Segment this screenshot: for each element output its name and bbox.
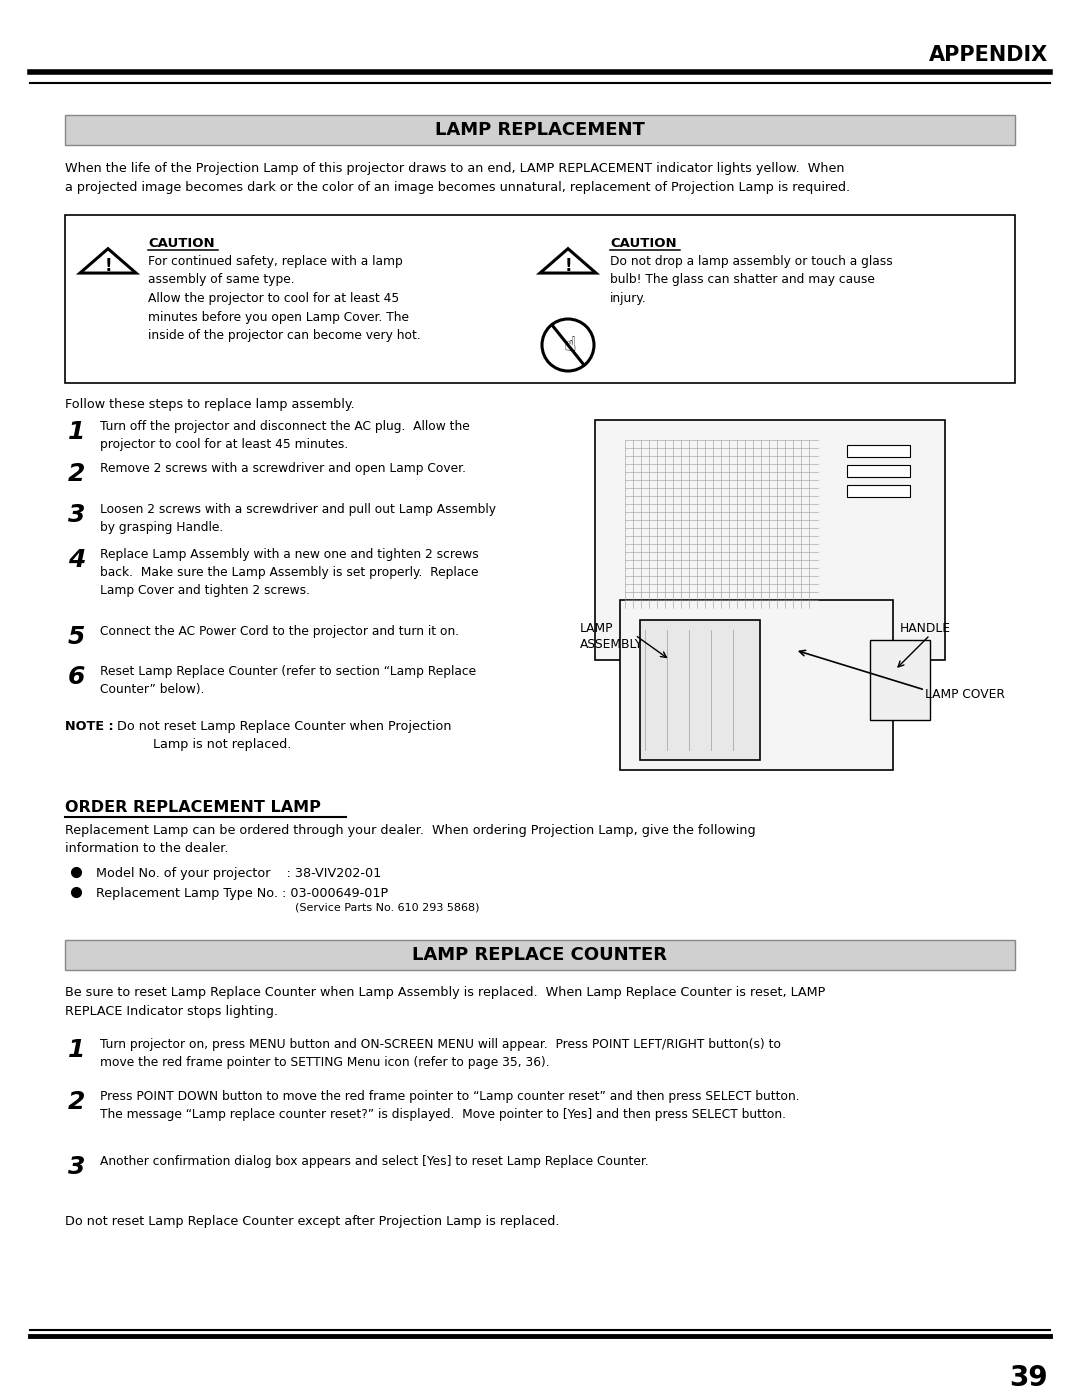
Text: 2: 2	[68, 1090, 85, 1113]
Text: Do not drop a lamp assembly or touch a glass
bulb! The glass can shatter and may: Do not drop a lamp assembly or touch a g…	[610, 256, 893, 305]
Text: (Service Parts No. 610 293 5868): (Service Parts No. 610 293 5868)	[295, 902, 480, 914]
Bar	[847, 485, 910, 497]
Text: Do not reset Lamp Replace Counter except after Projection Lamp is replaced.: Do not reset Lamp Replace Counter except…	[65, 1215, 559, 1228]
Text: Be sure to reset Lamp Replace Counter when Lamp Assembly is replaced.  When Lamp: Be sure to reset Lamp Replace Counter wh…	[65, 986, 825, 1017]
Text: For continued safety, replace with a lamp
assembly of same type.
Allow the proje: For continued safety, replace with a lam…	[148, 256, 421, 342]
Text: Do not reset Lamp Replace Counter when Projection
          Lamp is not replaced: Do not reset Lamp Replace Counter when P…	[113, 719, 451, 752]
Text: Another confirmation dialog box appears and select [Yes] to reset Lamp Replace C: Another confirmation dialog box appears …	[100, 1155, 649, 1168]
Bar	[620, 599, 893, 770]
Text: !: !	[564, 257, 571, 275]
Text: Replacement Lamp can be ordered through your dealer.  When ordering Projection L: Replacement Lamp can be ordered through …	[65, 824, 756, 855]
Bar	[595, 420, 945, 659]
Text: 6: 6	[68, 665, 85, 689]
Text: 5: 5	[68, 624, 85, 650]
Text: Connect the AC Power Cord to the projector and turn it on.: Connect the AC Power Cord to the project…	[100, 624, 459, 638]
Bar	[847, 446, 910, 457]
Text: Turn projector on, press MENU button and ON-SCREEN MENU will appear.  Press POIN: Turn projector on, press MENU button and…	[100, 1038, 781, 1069]
Text: 39: 39	[1010, 1363, 1048, 1391]
Bar	[847, 465, 910, 476]
Bar	[870, 640, 930, 719]
Text: Reset Lamp Replace Counter (refer to section “Lamp Replace
Counter” below).: Reset Lamp Replace Counter (refer to sec…	[100, 665, 476, 696]
Text: 3: 3	[68, 503, 85, 527]
Bar	[65, 940, 1015, 970]
Text: LAMP
ASSEMBLY: LAMP ASSEMBLY	[580, 622, 643, 651]
Text: Replacement Lamp Type No. : 03-000649-01P: Replacement Lamp Type No. : 03-000649-01…	[96, 887, 388, 900]
Text: NOTE :: NOTE :	[65, 719, 113, 733]
Text: !: !	[104, 257, 112, 275]
Text: CAUTION: CAUTION	[610, 237, 677, 250]
Text: Follow these steps to replace lamp assembly.: Follow these steps to replace lamp assem…	[65, 398, 354, 411]
Text: ☝: ☝	[564, 335, 577, 355]
Text: Loosen 2 screws with a screwdriver and pull out Lamp Assembly
by grasping Handle: Loosen 2 screws with a screwdriver and p…	[100, 503, 496, 534]
Text: Press POINT DOWN button to move the red frame pointer to “Lamp counter reset” an: Press POINT DOWN button to move the red …	[100, 1090, 799, 1120]
Text: Remove 2 screws with a screwdriver and open Lamp Cover.: Remove 2 screws with a screwdriver and o…	[100, 462, 465, 475]
Text: 1: 1	[68, 1038, 85, 1062]
Text: Model No. of your projector    : 38-VIV202-01: Model No. of your projector : 38-VIV202-…	[96, 868, 381, 880]
Text: When the life of the Projection Lamp of this projector draws to an end, LAMP REP: When the life of the Projection Lamp of …	[65, 162, 850, 194]
Text: 2: 2	[68, 462, 85, 486]
Text: 3: 3	[68, 1155, 85, 1179]
Text: Replace Lamp Assembly with a new one and tighten 2 screws
back.  Make sure the L: Replace Lamp Assembly with a new one and…	[100, 548, 478, 597]
Text: ORDER REPLACEMENT LAMP: ORDER REPLACEMENT LAMP	[65, 800, 321, 814]
Text: HANDLE: HANDLE	[900, 622, 951, 636]
Text: 4: 4	[68, 548, 85, 571]
Bar	[640, 620, 760, 760]
Text: APPENDIX: APPENDIX	[929, 45, 1048, 66]
Text: LAMP COVER: LAMP COVER	[924, 687, 1004, 701]
Text: 1: 1	[68, 420, 85, 444]
Bar	[65, 115, 1015, 145]
Text: Turn off the projector and disconnect the AC plug.  Allow the
projector to cool : Turn off the projector and disconnect th…	[100, 420, 470, 451]
Text: LAMP REPLACE COUNTER: LAMP REPLACE COUNTER	[413, 946, 667, 964]
Text: CAUTION: CAUTION	[148, 237, 215, 250]
Bar	[65, 215, 1015, 383]
Text: LAMP REPLACEMENT: LAMP REPLACEMENT	[435, 122, 645, 138]
